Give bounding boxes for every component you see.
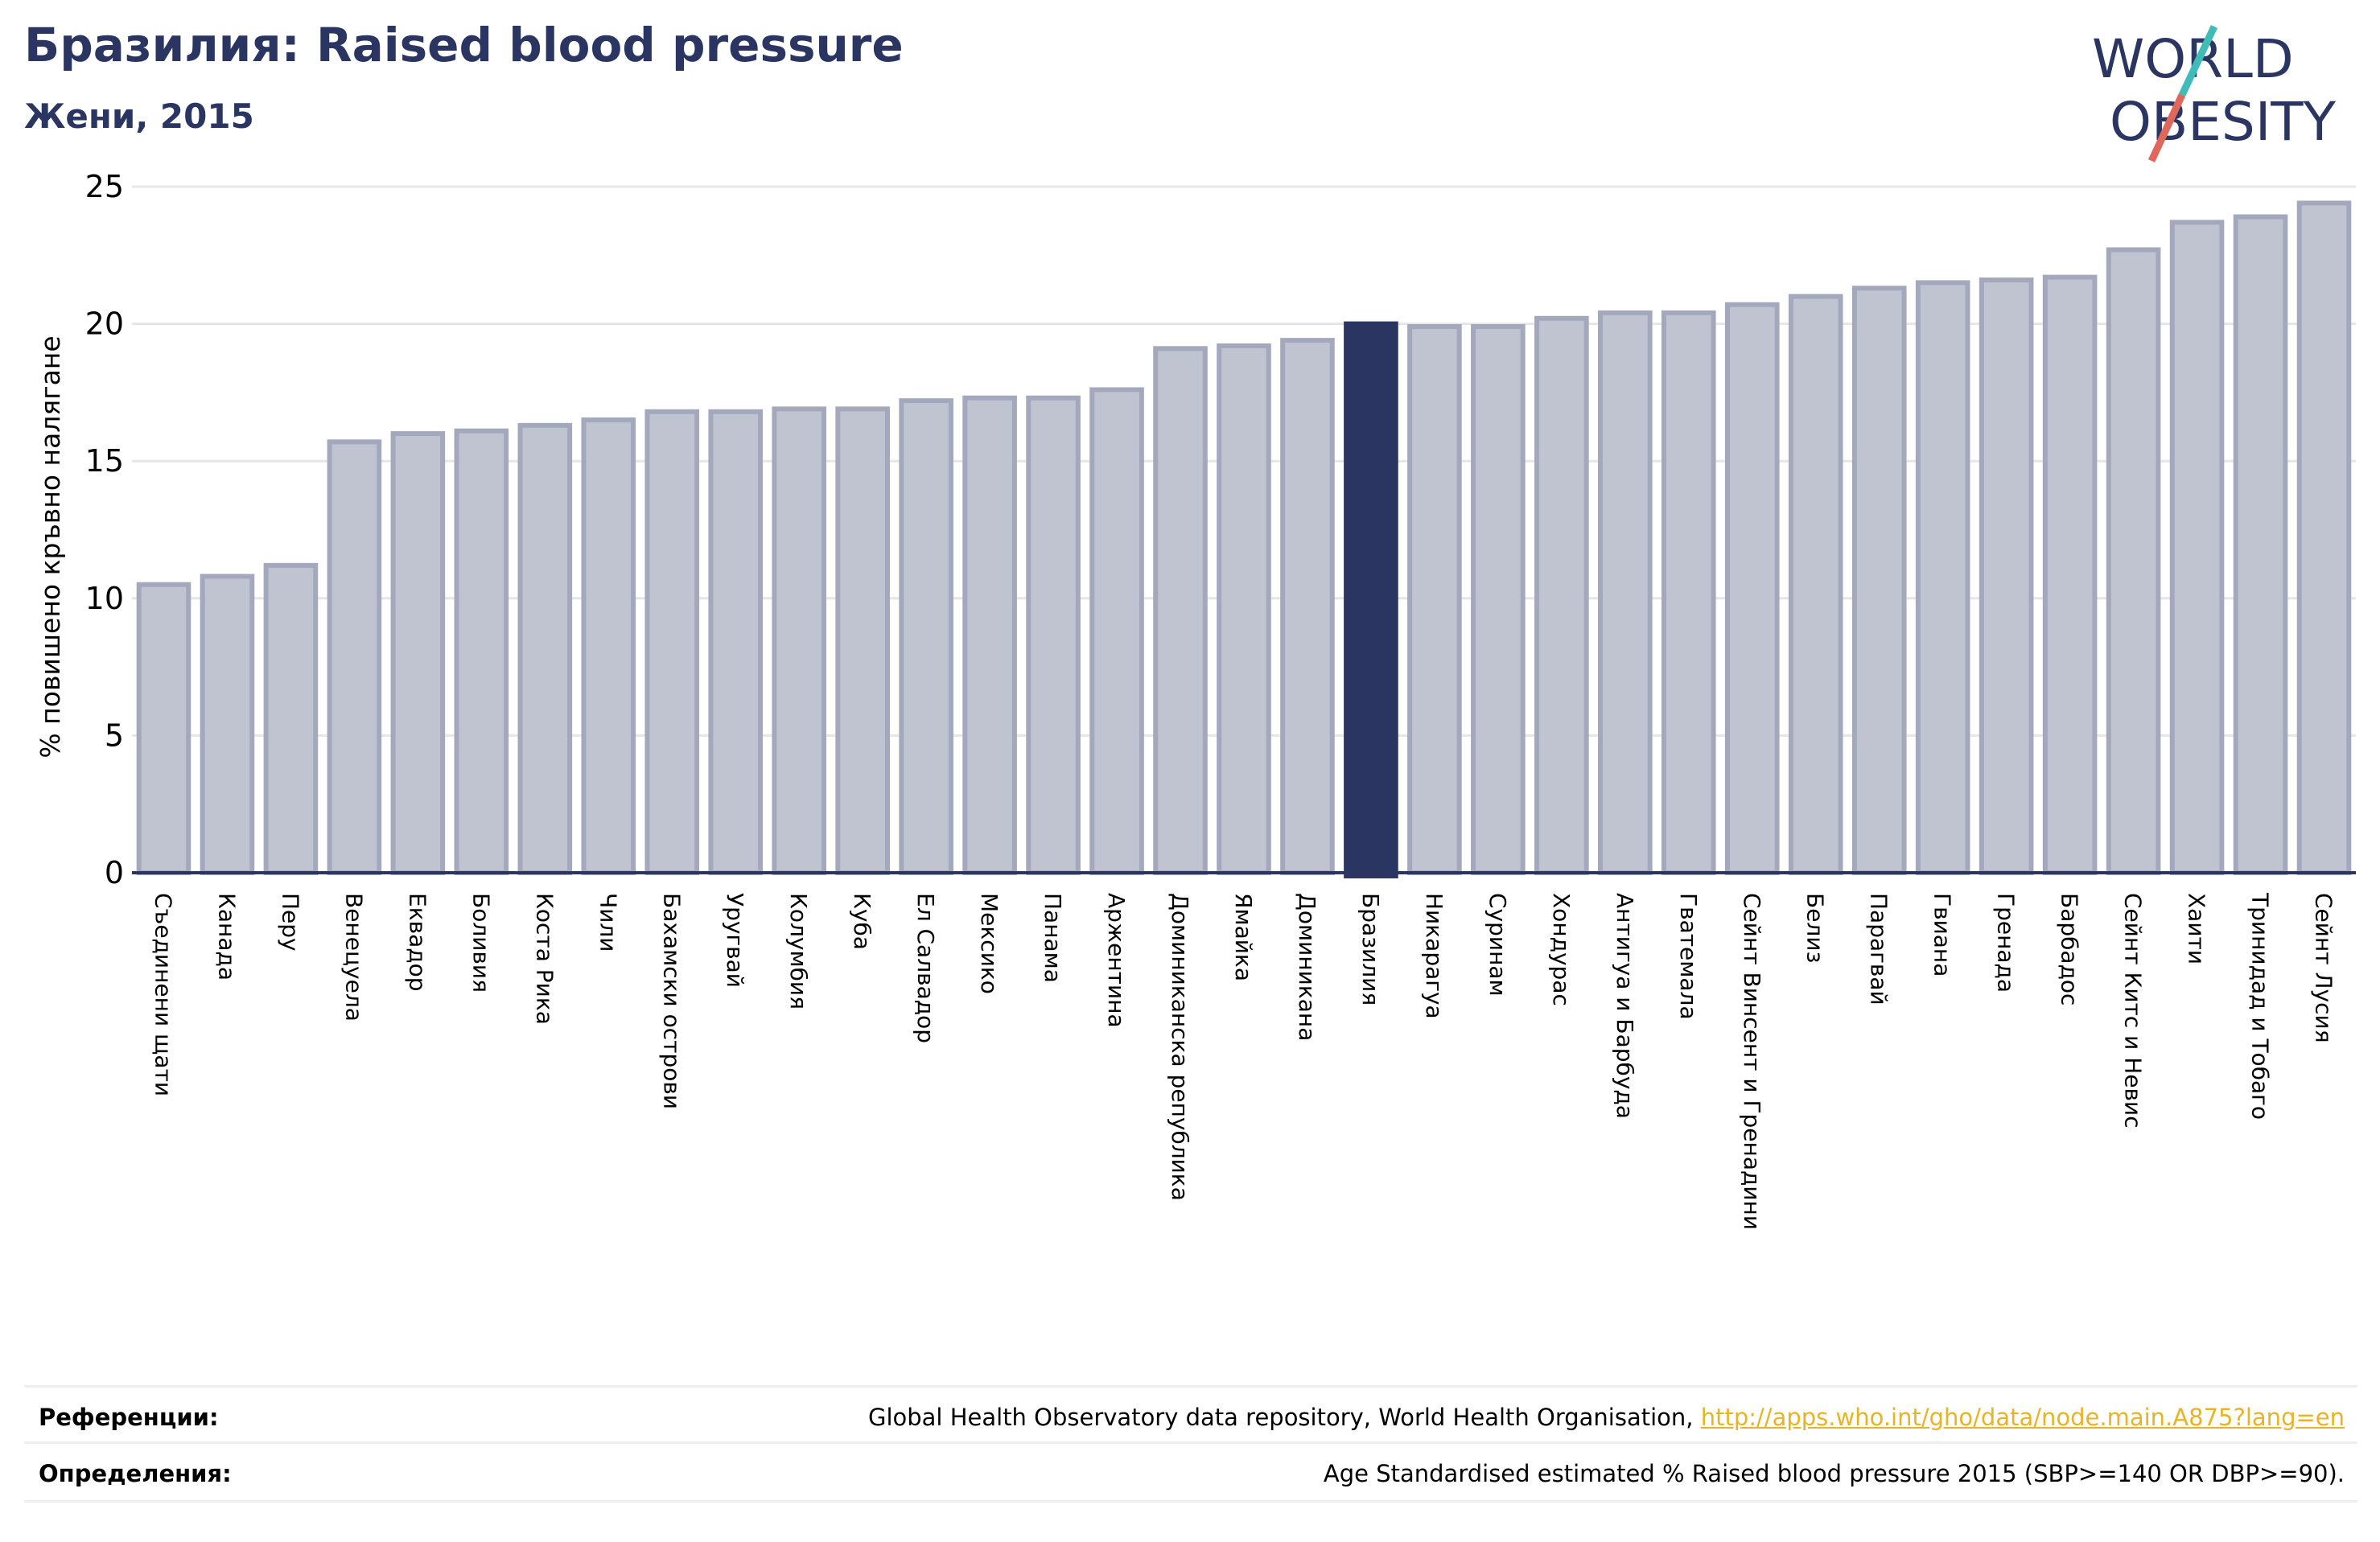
- bar: [1407, 324, 1462, 875]
- y-axis-label: % повишено кръвно налягане: [35, 335, 66, 758]
- x-tick-label: Гватемала: [1675, 893, 1702, 1020]
- x-tick-label: Канада: [213, 893, 240, 981]
- x-tick-label: Сейнт Винсент и Гренадини: [1739, 893, 1765, 1230]
- references-row: Референции: Global Health Observatory da…: [24, 1385, 2357, 1444]
- bar: [1598, 310, 1653, 875]
- x-tick-label: Тринидад и Тобаго: [2247, 892, 2274, 1120]
- bar: [1788, 294, 1843, 876]
- bar: [1217, 343, 1271, 875]
- x-tick-label: Бахамски острови: [658, 893, 685, 1109]
- bar: [581, 417, 636, 875]
- references-source: Global Health Observatory data repositor…: [867, 1404, 1701, 1431]
- bar: [1915, 280, 1970, 876]
- x-tick-label: Гвиана: [1929, 893, 1956, 977]
- definitions-text: Age Standardised estimated % Raised bloo…: [1323, 1460, 2345, 1487]
- bar-chart: 0 5 10 15 20 25 Съединени щати Канада Перу Венец…: [35, 169, 2356, 1230]
- x-tick-label: Гренада: [1993, 893, 2020, 993]
- bar: [644, 409, 700, 875]
- definitions-row: Определения: Age Standardised estimated …: [24, 1441, 2357, 1503]
- bar: [1851, 286, 1907, 875]
- x-tick-label: Уругвай: [722, 893, 748, 988]
- bar: [136, 582, 191, 875]
- y-tick-label: 10: [85, 581, 124, 616]
- bar: [2106, 247, 2161, 875]
- x-tick-label: Барбадос: [2057, 893, 2083, 1005]
- bar: [772, 406, 826, 875]
- x-tick-label: Мексико: [976, 893, 1003, 994]
- bar: [962, 395, 1017, 875]
- bar: [1724, 302, 1780, 875]
- x-tick-label: Панама: [1040, 893, 1066, 983]
- x-tick-label: Ел Салвадор: [912, 893, 939, 1043]
- x-tick-label: Ямайка: [1230, 893, 1257, 981]
- y-tick-label: 5: [105, 718, 124, 753]
- x-tick-label: Перу: [277, 893, 303, 952]
- bar: [454, 428, 509, 875]
- bar: [899, 398, 953, 875]
- bar: [1471, 324, 1526, 875]
- y-tick-label: 15: [85, 443, 124, 479]
- x-axis-labels: Съединени щати Канада Перу Венецуела Еквадор…: [150, 892, 2337, 1230]
- x-tick-label: Белиз: [1802, 893, 1829, 963]
- x-tick-label: Парагвай: [1866, 893, 1892, 1005]
- bar: [1026, 395, 1081, 875]
- x-tick-label: Коста Рика: [531, 893, 558, 1025]
- bar: [263, 562, 319, 876]
- x-tick-label: Еквадор: [404, 893, 430, 992]
- x-tick-label: Чили: [595, 893, 621, 952]
- x-tick-label: Боливия: [467, 893, 494, 993]
- y-tick-label: 20: [85, 306, 124, 342]
- x-tick-label: Аржентина: [1103, 893, 1130, 1028]
- x-tick-label: Антигуа и Барбуда: [1612, 893, 1638, 1119]
- x-tick-label: Доминикана: [1294, 893, 1320, 1041]
- x-tick-label: Сейнт Лусия: [2311, 893, 2337, 1043]
- bar: [1153, 346, 1208, 876]
- x-tick-label: Суринам: [1484, 893, 1511, 997]
- bar: [390, 431, 446, 875]
- definitions-label: Определения:: [39, 1460, 232, 1487]
- x-tick-label: Бразилия: [1357, 893, 1384, 1005]
- bar: [1534, 315, 1589, 875]
- references-link[interactable]: http://apps.who.int/gho/data/node.main.A…: [1700, 1404, 2345, 1431]
- bar: [1979, 278, 2034, 875]
- bar: [517, 422, 573, 875]
- x-tick-label: Никарагуа: [1421, 893, 1447, 1019]
- bar: [1661, 310, 1716, 875]
- bar: [327, 439, 382, 875]
- y-axis-ticks: 0 5 10 15 20 25: [85, 169, 124, 890]
- bar: [1089, 387, 1144, 876]
- bar: [2296, 200, 2352, 876]
- references-label: Референции:: [39, 1404, 219, 1431]
- bar: [835, 406, 890, 875]
- logo-line2: OBESITY: [2110, 91, 2337, 153]
- bar: [1280, 338, 1335, 875]
- world-obesity-logo: WORLD OBESITY: [2092, 25, 2337, 162]
- x-tick-label: Венецуела: [340, 893, 367, 1022]
- x-tick-label: Колумбия: [785, 893, 812, 1009]
- bar: [2042, 274, 2098, 875]
- bar-highlight: [1344, 321, 1398, 879]
- bar: [200, 574, 255, 876]
- x-tick-label: Куба: [849, 893, 875, 950]
- x-tick-label: Доминиканска република: [1167, 893, 1193, 1201]
- bars: [136, 200, 2352, 879]
- bar: [2169, 220, 2225, 875]
- x-tick-label: Хаити: [2184, 893, 2210, 964]
- x-tick-label: Съединени щати: [150, 893, 176, 1096]
- bar: [708, 409, 764, 875]
- x-tick-label: Сейнт Китс и Невис: [2120, 893, 2147, 1129]
- logo-slash-top: [2178, 25, 2218, 97]
- bar: [2233, 214, 2288, 876]
- logo-slash-bottom: [2147, 93, 2186, 162]
- y-tick-label: 25: [85, 169, 124, 204]
- y-tick-label: 0: [105, 855, 124, 890]
- references-text: Global Health Observatory data repositor…: [868, 1404, 2345, 1431]
- chart-subtitle: Жени, 2015: [24, 97, 254, 136]
- x-tick-label: Хондурас: [1548, 893, 1575, 1006]
- chart-title: Бразилия: Raised blood pressure: [24, 18, 904, 72]
